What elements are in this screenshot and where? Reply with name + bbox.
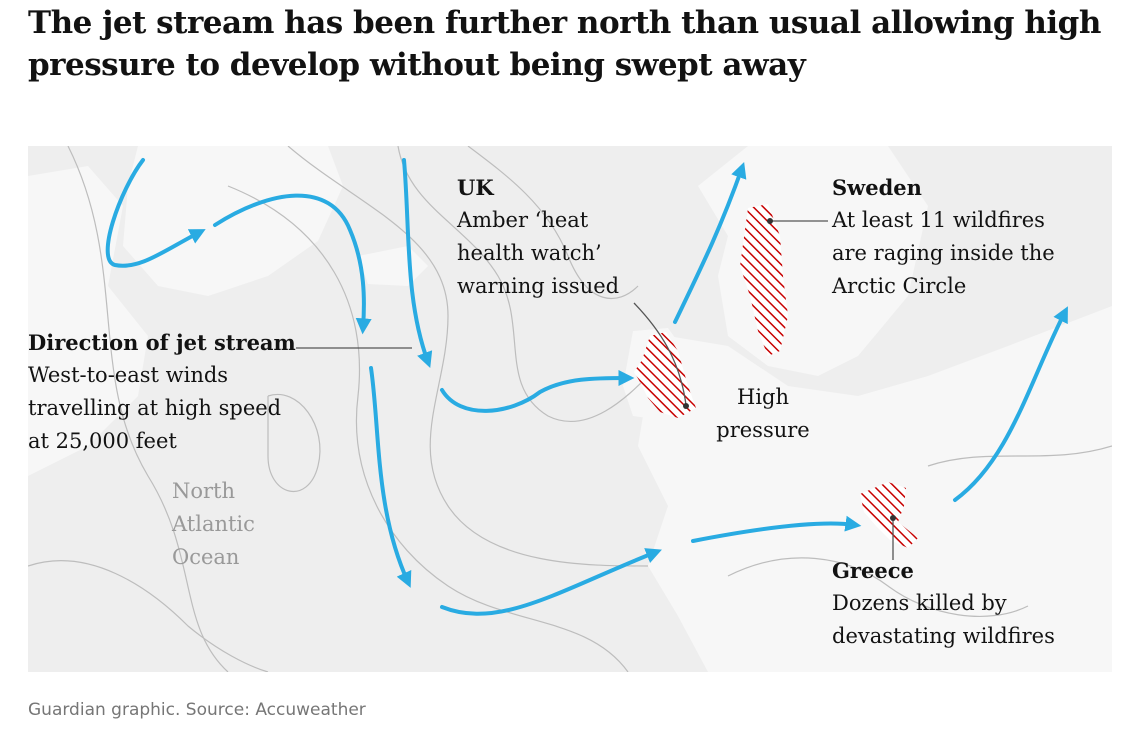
jet-arrow-8: [691, 515, 862, 543]
sweden-heading: Sweden: [832, 175, 922, 200]
high-pressure-line-1: High: [737, 385, 789, 409]
jet-arrow-2: [213, 193, 372, 335]
source-credit: Guardian graphic. Source: Accuweather: [28, 700, 366, 720]
sweden-line-2: are raging inside the: [832, 241, 1055, 265]
jet-arrow-4: [440, 370, 635, 413]
basemap: [28, 146, 1112, 672]
jet-stream-annotation: Direction of jet stream West-to-east win…: [28, 326, 296, 458]
jet-stream-line-3: at 25,000 feet: [28, 429, 177, 453]
ocean-label: North Atlantic Ocean: [172, 475, 255, 574]
jet-arrow-3: [402, 158, 433, 369]
jet-arrow-9: [953, 306, 1068, 502]
sweden-line-1: At least 11 wildfires: [832, 208, 1045, 232]
jet-stream-line-2: travelling at high speed: [28, 396, 282, 420]
greece-line-1: Dozens killed by: [832, 591, 1007, 615]
high-pressure-line-2: pressure: [716, 418, 810, 442]
jet-arrow-7: [440, 548, 662, 616]
uk-heading: UK: [457, 175, 494, 200]
greece-leader-dot: [890, 515, 896, 521]
uk-annotation: UK Amber ‘heat health watch’ warning iss…: [457, 171, 619, 303]
jet-stream-heading: Direction of jet stream: [28, 330, 296, 355]
uk-hatch-area: [634, 332, 696, 418]
greece-heading: Greece: [832, 558, 914, 583]
uk-line-1: Amber ‘heat: [457, 208, 589, 232]
greece-line-2: devastating wildfires: [832, 624, 1055, 648]
sweden-leader-dot: [767, 218, 773, 224]
greece-annotation: Greece Dozens killed by devastating wild…: [832, 554, 1055, 653]
jet-arrow-6: [369, 366, 412, 588]
jet-arrow-5: [673, 161, 747, 324]
ocean-line-3: Ocean: [172, 545, 240, 569]
high-pressure-label: High pressure: [713, 381, 813, 447]
uk-line-3: warning issued: [457, 274, 620, 298]
chart-title: The jet stream has been further north th…: [28, 5, 1101, 83]
uk-leader: [633, 302, 687, 406]
map-area: [28, 146, 1112, 672]
uk-line-2: health watch’: [457, 241, 602, 265]
greece-hatch-area: [860, 482, 918, 548]
jet-stream-line-1: West-to-east winds: [28, 363, 229, 387]
jet-arrow-1: [105, 158, 206, 268]
isobars: [28, 146, 1112, 672]
sweden-annotation: Sweden At least 11 wildfires are raging …: [832, 171, 1055, 303]
greenland-land: [123, 146, 343, 296]
sweden-line-3: Arctic Circle: [832, 274, 967, 298]
sweden-hatch-area: [740, 204, 788, 356]
ocean-line-2: Atlantic: [172, 512, 255, 536]
ocean-line-1: North: [172, 479, 236, 503]
uk-leader-dot: [683, 403, 689, 409]
